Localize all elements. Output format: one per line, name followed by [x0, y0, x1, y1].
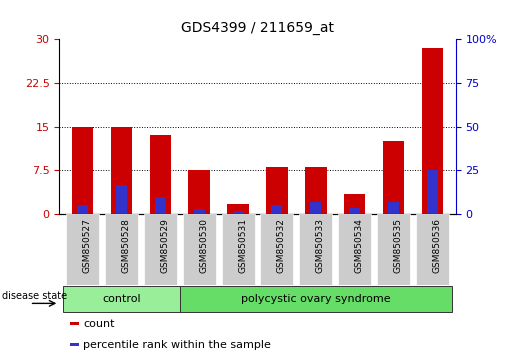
Bar [344, 194, 365, 214]
Text: control: control [102, 294, 141, 304]
Bar [150, 135, 171, 214]
FancyBboxPatch shape [63, 286, 180, 312]
Bar [427, 170, 438, 214]
Bar [271, 205, 282, 214]
Bar [111, 127, 132, 214]
Bar [70, 322, 79, 325]
Text: disease state: disease state [3, 291, 67, 301]
Bar [116, 185, 127, 214]
FancyBboxPatch shape [180, 286, 452, 312]
Text: GSM850532: GSM850532 [277, 218, 286, 273]
Text: polycystic ovary syndrome: polycystic ovary syndrome [241, 294, 391, 304]
Bar [266, 167, 288, 214]
FancyBboxPatch shape [377, 214, 410, 285]
Text: GSM850534: GSM850534 [355, 218, 364, 273]
FancyBboxPatch shape [261, 214, 294, 285]
FancyBboxPatch shape [299, 214, 332, 285]
FancyBboxPatch shape [416, 214, 449, 285]
Bar [194, 210, 204, 214]
Text: GSM850527: GSM850527 [82, 218, 92, 273]
Text: GSM850530: GSM850530 [199, 218, 208, 273]
Bar [155, 197, 166, 214]
FancyBboxPatch shape [221, 214, 254, 285]
Bar [383, 141, 404, 214]
Bar [305, 167, 327, 214]
Text: count: count [83, 319, 114, 329]
Bar [70, 343, 79, 346]
Bar [188, 170, 210, 214]
Text: GSM850529: GSM850529 [160, 218, 169, 273]
Text: GSM850536: GSM850536 [433, 218, 441, 273]
Text: GSM850533: GSM850533 [316, 218, 325, 273]
Text: percentile rank within the sample: percentile rank within the sample [83, 340, 271, 350]
Bar [311, 202, 321, 214]
Title: GDS4399 / 211659_at: GDS4399 / 211659_at [181, 21, 334, 35]
Bar [227, 204, 249, 214]
Bar [77, 205, 88, 214]
Bar [422, 48, 443, 214]
FancyBboxPatch shape [66, 214, 99, 285]
Text: GSM850531: GSM850531 [238, 218, 247, 273]
FancyBboxPatch shape [144, 214, 177, 285]
Bar [233, 211, 244, 214]
FancyBboxPatch shape [183, 214, 216, 285]
Text: GSM850535: GSM850535 [393, 218, 403, 273]
Bar [349, 208, 360, 214]
FancyBboxPatch shape [105, 214, 138, 285]
Text: GSM850528: GSM850528 [122, 218, 130, 273]
FancyBboxPatch shape [338, 214, 371, 285]
Bar [388, 202, 399, 214]
Bar [72, 127, 93, 214]
